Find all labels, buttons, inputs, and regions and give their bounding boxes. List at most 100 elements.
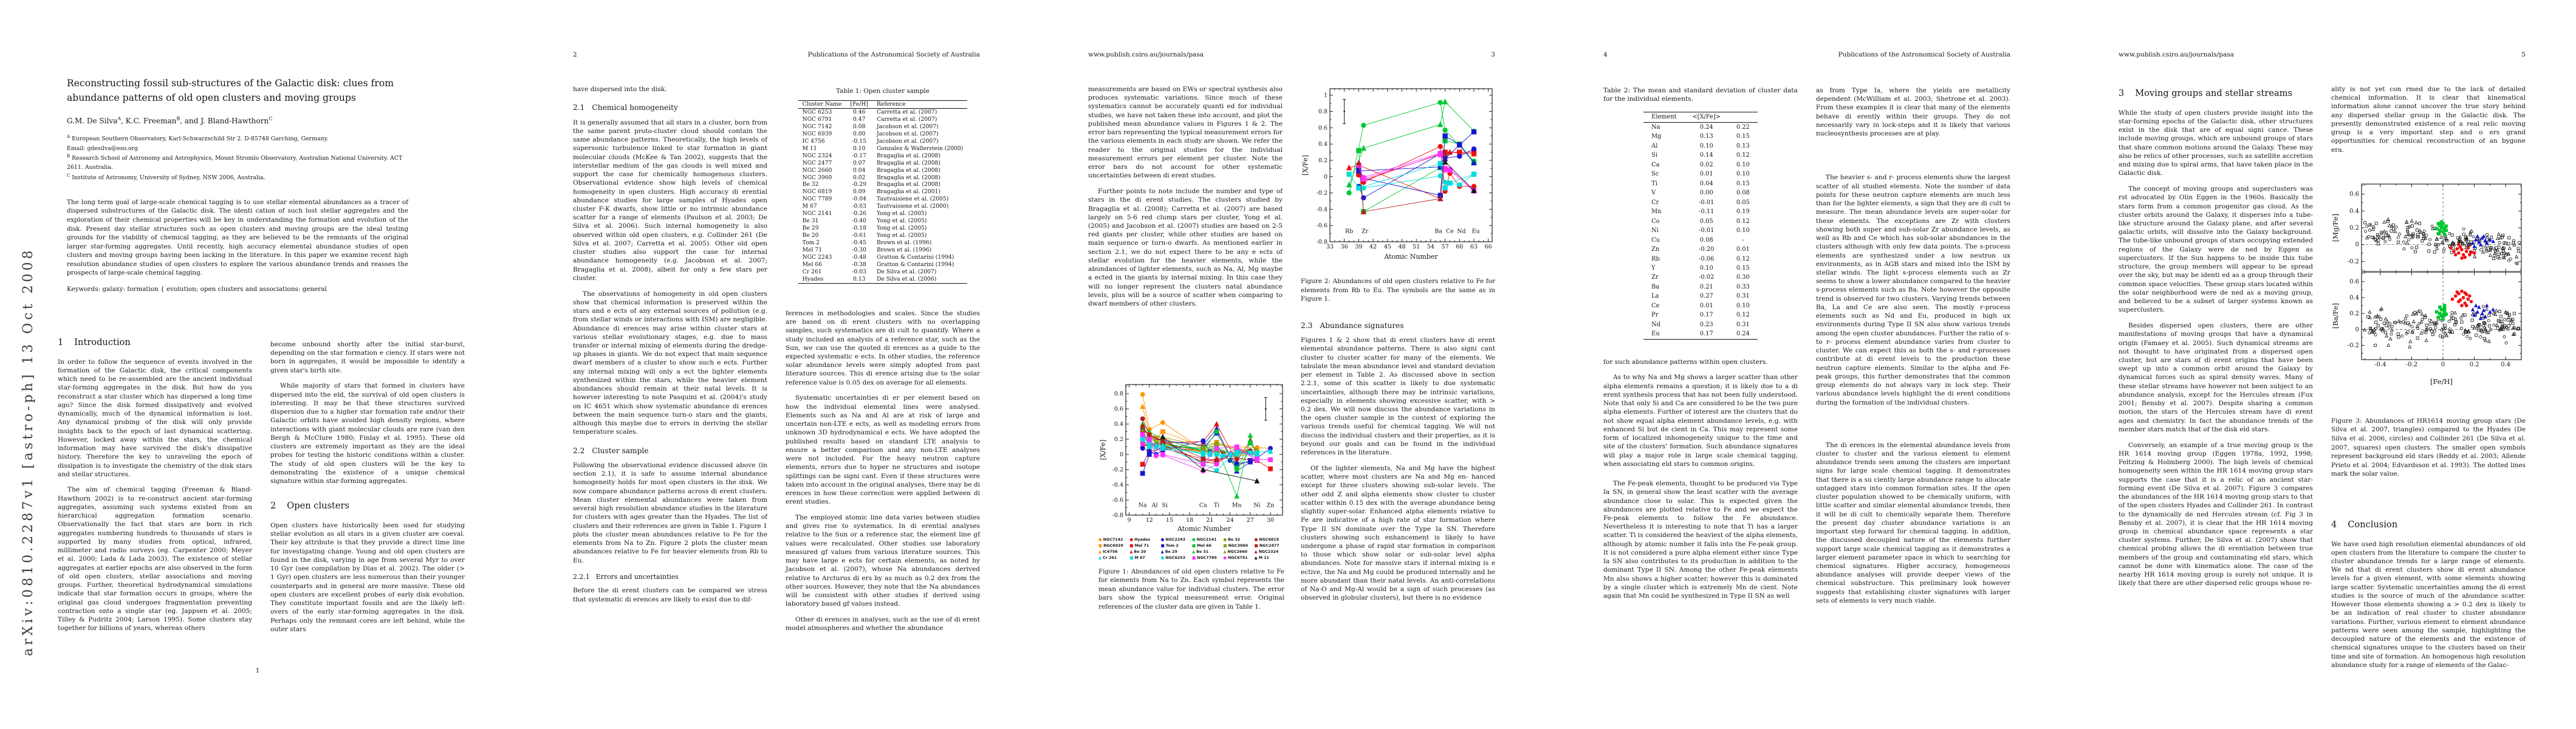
table-column-header: Reference — [872, 100, 968, 109]
author-name: G.M. De Silva — [67, 117, 118, 126]
table: Element <[X/Fe]> Na 0.24 0.22 Mg 0.13 0.15 Al 0.1… — [1643, 112, 1758, 340]
table-cell: NGC 7142 — [802, 123, 832, 130]
svg-text:0.6: 0.6 — [1114, 406, 1123, 412]
svg-text:0.6: 0.6 — [2349, 191, 2359, 197]
table-row: M 11 0.10 Gonzalez & Wallerstein (2000) — [798, 145, 968, 152]
legend-item: ■ NGC3960 — [1223, 542, 1249, 548]
table-cell: 0.10 — [1736, 161, 1750, 168]
section-1-heading: 1 Introduction — [58, 337, 131, 347]
legend-item: ■ NGC6939 — [1098, 542, 1123, 548]
keywords-line: Keywords: galaxy: formation { evolution;… — [67, 285, 327, 293]
svg-text:66: 66 — [1485, 244, 1492, 250]
svg-text:[Mg/Fe]: [Mg/Fe] — [2331, 214, 2340, 242]
table-cell: -0.04 — [852, 196, 866, 203]
svg-text:15: 15 — [1166, 517, 1173, 524]
paragraph: Open clusters have historically been use… — [270, 521, 465, 633]
legend-item: ▲ Be 29 — [1160, 549, 1177, 554]
table-row: Hyades 0.13 De Silva et al. (2006) — [798, 276, 968, 283]
legend-marker-icon: ● — [1254, 537, 1258, 542]
legend-item: ● NGC6791 — [1223, 555, 1248, 560]
table-cell: 0.24 — [1699, 123, 1713, 131]
table-cell: 0.47 — [852, 115, 866, 123]
paragraph: The aim of chemical tagging (Freeman & B… — [58, 486, 252, 632]
legend-marker-icon: ▲ — [1223, 549, 1227, 554]
svg-text:0.2: 0.2 — [2470, 361, 2479, 368]
table-cell: 0.27 — [1699, 293, 1713, 300]
table-cell: -0.48 — [852, 254, 866, 261]
page-2: 2 Publications of the Astronomical Socie… — [515, 0, 1030, 729]
table-cell: 0.04 — [1699, 180, 1713, 187]
table-row: NGC 2324 -0.17 Bragaglia et al. (2008) — [798, 152, 968, 160]
table-cell: 0.10 — [852, 145, 866, 152]
svg-text:60: 60 — [1456, 244, 1463, 250]
table-cell: M 67 — [802, 203, 817, 210]
table-column-header: [Fe/H] — [846, 100, 872, 109]
paragraph: Figures 1 & 2 show that di erent cluster… — [1301, 337, 1495, 457]
figure-1-legend: ● NGC7142 ● Hyades ● NGC2243 ● NGC2141 ● Be 32 ● NG… — [1098, 537, 1284, 561]
section-2-3-heading: 2.3 Abundance signatures — [1301, 321, 1404, 330]
table-cell: 0.10 — [1736, 227, 1750, 234]
table-cell: Gonzalez & Wallerstein (2000) — [876, 145, 964, 152]
table-cell: Co — [1651, 217, 1660, 225]
table-row: Al 0.10 0.13 — [1643, 142, 1758, 151]
legend-marker-icon: ▲ — [1098, 549, 1102, 554]
table-row: Nd 0.23 0.31 — [1643, 320, 1758, 329]
table-cell: 0.13 — [1699, 133, 1713, 140]
figure-1-plot: 9 12 15 18 21 24 27 30 -0.8 -0.6 -0.4 -0.2 0 0.2 0.4 0.… — [1098, 380, 1284, 533]
table-cell: Gratton & Contarini (1994) — [876, 261, 954, 268]
legend-item: ● NGC7142 — [1098, 537, 1123, 542]
svg-text:-0.2: -0.2 — [2406, 361, 2417, 368]
abstract: The long term goal of large-scale chemic… — [67, 198, 408, 277]
svg-text:0.2: 0.2 — [1114, 436, 1123, 443]
table-cell: Nd — [1651, 321, 1661, 328]
table-cell: Cr 261 — [802, 268, 822, 275]
table-cell: Al — [1651, 142, 1658, 149]
paragraph: ferences in methodologies and scales. Si… — [786, 309, 980, 386]
table-cell: Be 29 — [802, 225, 819, 232]
table-cell: 0.10 — [1699, 142, 1713, 149]
table-cell: 0.30 — [1736, 274, 1750, 281]
affil-mark: A — [67, 134, 70, 140]
svg-text:0.8: 0.8 — [1114, 391, 1123, 397]
table-cell: 0.12 — [1736, 255, 1750, 262]
table-cell: Be 32 — [802, 181, 819, 188]
svg-text:Ce: Ce — [1446, 228, 1454, 234]
table-row: NGC 2477 0.07 Bragaglia et al. (2008) — [798, 160, 968, 167]
legend-marker-icon: ■ — [1254, 542, 1258, 548]
header-page-number: 4 — [1603, 51, 1608, 58]
table-cell: -0.03 — [852, 268, 866, 275]
svg-text:0.6: 0.6 — [1318, 125, 1327, 131]
table-row: NGC 6939 0.00 Jacobson et al. (2007) — [798, 131, 968, 138]
paper-title: Reconstructing fossil sub-structures of … — [67, 78, 394, 103]
legend-marker-icon: ■ — [1098, 542, 1103, 548]
table-cell: Brown et al. (1996) — [876, 247, 932, 254]
table-cell: Carretta et al. (2007) — [876, 115, 937, 123]
paragraph: Systematic uncertainties di er per eleme… — [786, 394, 980, 506]
svg-text:Ni: Ni — [1253, 502, 1260, 508]
table-row: NGC 2141 -0.26 Yong et al. (2005) — [798, 210, 968, 217]
table-row: La 0.27 0.31 — [1643, 292, 1758, 301]
table-cell: Tautvaisiene et al. (2005) — [876, 196, 949, 203]
table-row: Mel 66 -0.38 Gratton & Contarini (1994) — [798, 261, 968, 269]
section-2-2-1-heading: 2.2.1 Errors and uncertainties — [573, 572, 679, 581]
svg-text:9: 9 — [1128, 517, 1131, 524]
legend-marker-icon: ● — [1129, 537, 1134, 542]
svg-text:Atomic Number: Atomic Number — [1177, 525, 1231, 533]
table-cell: Mel 66 — [802, 261, 823, 268]
paragraph: for such abundance patterns within open … — [1603, 358, 1768, 366]
table-cell: 0.19 — [1736, 208, 1750, 216]
table-row: Mg 0.13 0.15 — [1643, 132, 1758, 141]
paragraph: as from Type Ia, where the yields are me… — [1816, 87, 2010, 138]
table-column-header: <[X/Fe]> — [1684, 112, 1728, 123]
table-cell: 0.08 — [1699, 236, 1713, 244]
table-cell: Bragaglia et al. (2008) — [876, 159, 940, 166]
header-journal: Publications of the Astronomical Society… — [807, 51, 980, 58]
legend-marker-icon: ● — [1223, 537, 1227, 542]
svg-text:Rb: Rb — [1345, 228, 1353, 234]
legend-marker-icon: ■ — [1160, 542, 1165, 548]
table-cell: Zr — [1651, 274, 1659, 281]
svg-text:21: 21 — [1206, 517, 1213, 524]
author-line: G.M. De SilvaA, K.C. FreemanB, and J. Bl… — [67, 116, 408, 125]
svg-text:12: 12 — [1146, 517, 1153, 524]
